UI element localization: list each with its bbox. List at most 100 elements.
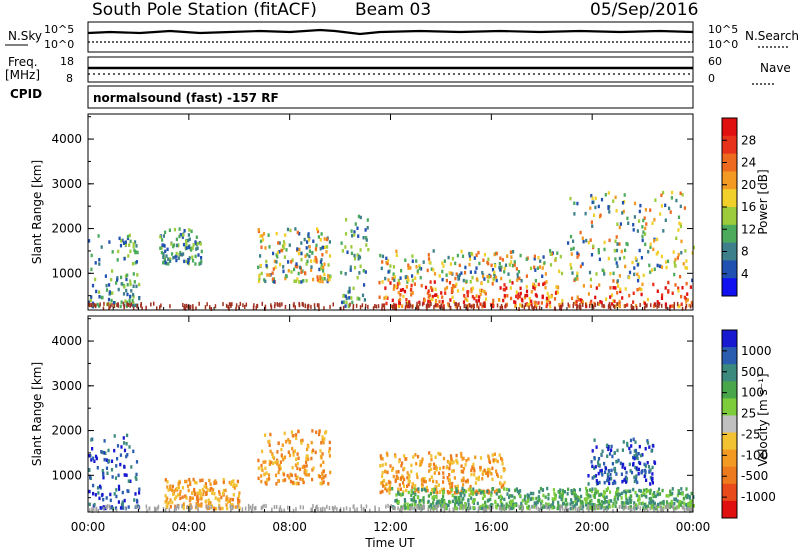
- echo-cell: [639, 489, 643, 493]
- echo-cell: [295, 457, 298, 461]
- echo-cell: [276, 255, 279, 259]
- echo-cell: [342, 300, 345, 304]
- echo-cell: [435, 495, 438, 500]
- echo-cell: [675, 198, 678, 203]
- echo-cell: [175, 237, 178, 242]
- echo-cell: [612, 279, 615, 283]
- echo-cell: [466, 298, 469, 302]
- echo-cell: [264, 246, 267, 250]
- echo-cell: [386, 488, 389, 493]
- echo-cell: [440, 291, 443, 295]
- ground-scatter-cell: [521, 303, 524, 308]
- echo-cell: [632, 455, 635, 460]
- echo-cell: [549, 252, 552, 256]
- ground-scatter-cell: [377, 304, 380, 309]
- echo-cell: [685, 266, 689, 270]
- echo-cell: [581, 501, 584, 506]
- echo-cell: [662, 502, 665, 506]
- echo-cell: [328, 447, 331, 451]
- echo-cell: [237, 503, 240, 507]
- echo-cell: [438, 500, 441, 505]
- echo-cell: [225, 498, 228, 502]
- echo-cell: [403, 477, 406, 482]
- echo-cell: [117, 500, 120, 504]
- echo-cell: [501, 462, 504, 466]
- echo-cell: [577, 495, 580, 500]
- echo-cell: [457, 277, 460, 281]
- echo-cell: [271, 271, 274, 275]
- echo-cell: [300, 280, 303, 284]
- echo-cell: [635, 466, 638, 470]
- colorbar-segment: [722, 381, 737, 399]
- ground-scatter-cell: [281, 302, 283, 307]
- echo-cell: [590, 299, 593, 304]
- colorbar-tick-label: -25: [741, 427, 761, 441]
- echo-cell: [584, 503, 588, 507]
- echo-cell: [132, 242, 135, 246]
- colorbar-segment: [722, 347, 737, 365]
- ground-scatter-cell: [278, 507, 281, 512]
- ground-scatter-cell: [416, 504, 418, 508]
- echo-cell: [655, 252, 658, 256]
- echo-cell: [592, 244, 595, 248]
- echo-cell: [434, 464, 437, 469]
- ground-scatter-cell: [684, 305, 687, 310]
- echo-cell: [442, 494, 445, 499]
- echo-cell: [614, 469, 617, 474]
- echo-cell: [628, 293, 631, 298]
- echo-cell: [310, 265, 313, 269]
- echo-cell: [673, 263, 677, 268]
- ground-scatter-cell: [256, 303, 259, 308]
- echo-cell: [460, 249, 463, 254]
- echo-cell: [392, 474, 395, 479]
- echo-cell: [171, 500, 174, 505]
- echo-cell: [172, 243, 176, 247]
- echo-cell: [438, 471, 441, 475]
- echo-cell: [632, 291, 635, 295]
- ground-scatter-cell: [352, 305, 354, 310]
- echo-cell: [601, 268, 604, 272]
- echo-cell: [179, 252, 182, 257]
- echo-cell: [132, 272, 135, 276]
- echo-cell: [480, 506, 484, 511]
- echo-cell: [269, 449, 272, 454]
- echo-cell: [96, 302, 99, 307]
- echo-cell: [680, 302, 683, 306]
- echo-cell: [605, 500, 608, 504]
- echo-cell: [594, 196, 597, 201]
- ground-scatter-cell: [685, 303, 688, 308]
- echo-cell: [633, 272, 636, 277]
- ground-scatter-cell: [643, 508, 646, 513]
- echo-cell: [384, 486, 387, 491]
- echo-cell: [407, 266, 410, 270]
- echo-cell: [519, 303, 522, 307]
- ground-scatter-cell: [227, 305, 229, 310]
- echo-cell: [639, 461, 642, 466]
- echo-cell: [299, 477, 302, 481]
- ground-scatter-cell: [298, 302, 301, 307]
- echo-cell: [569, 502, 572, 506]
- echo-cell: [184, 479, 187, 484]
- echo-cell: [453, 491, 456, 495]
- echo-cell: [686, 298, 689, 302]
- echo-cell: [616, 459, 619, 464]
- echo-cell: [640, 453, 643, 458]
- ground-scatter-cell: [463, 304, 465, 309]
- echo-cell: [127, 505, 130, 509]
- echo-cell: [558, 495, 561, 499]
- ground-scatter-cell: [579, 302, 581, 307]
- ytick-label: 2000: [51, 222, 82, 236]
- echo-cell: [276, 462, 279, 466]
- echo-cell: [225, 503, 228, 507]
- cpid-label: CPID: [10, 87, 42, 101]
- echo-cell: [558, 490, 561, 495]
- echo-cell: [487, 454, 490, 458]
- echo-cell: [526, 293, 529, 298]
- ground-scatter-cell: [360, 504, 362, 509]
- echo-cell: [653, 506, 656, 510]
- ground-scatter-cell: [645, 303, 647, 308]
- echo-cell: [498, 262, 501, 266]
- echo-cell: [358, 271, 361, 275]
- echo-cell: [652, 500, 655, 504]
